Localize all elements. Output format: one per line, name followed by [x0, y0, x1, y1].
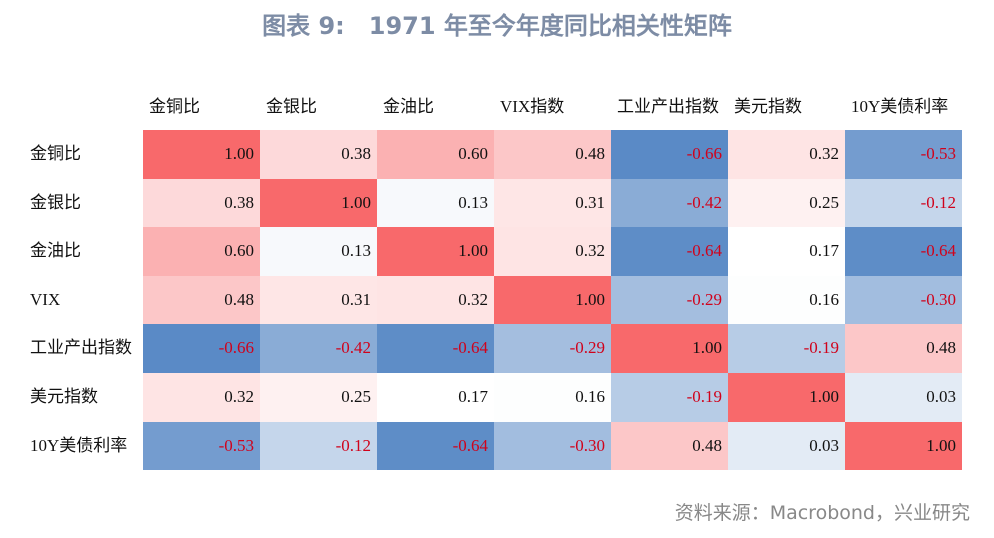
- row-label: 金银比: [30, 192, 81, 212]
- column-header: VIX指数: [500, 97, 565, 116]
- heatmap-cell: 0.38: [143, 178, 260, 228]
- heatmap-cell: 0.48: [845, 324, 962, 373]
- heatmap-cell: 0.32: [143, 373, 260, 422]
- chart-title: 图表 9: 1971 年至今年度同比相关性矩阵: [262, 12, 732, 40]
- row-label: 10Y美债利率: [30, 435, 128, 455]
- heatmap-cell: 0.60: [143, 227, 260, 276]
- heatmap-cell: 0.13: [260, 227, 377, 276]
- heatmap-cell: 1.00: [377, 227, 494, 276]
- row-label: 美元指数: [30, 387, 98, 406]
- heatmap-cell: 0.48: [611, 421, 728, 471]
- column-header: 10Y美债利率: [851, 97, 949, 116]
- column-header: 美元指数: [734, 97, 802, 116]
- heatmap-cell: 0.38: [260, 130, 377, 179]
- column-header: 金铜比: [149, 97, 200, 116]
- row-label: VIX: [30, 289, 61, 309]
- heatmap-cell: 0.17: [377, 373, 494, 422]
- heatmap-cell: -0.66: [611, 130, 728, 179]
- row-label: 工业产出指数: [30, 338, 132, 358]
- heatmap-cell: -0.30: [845, 275, 962, 325]
- heatmap-cell: 1.00: [143, 130, 260, 179]
- heatmap-cell: -0.19: [611, 373, 728, 422]
- row-label: 金铜比: [30, 144, 81, 163]
- heatmap-cell: 1.00: [494, 275, 611, 325]
- heatmap-cell: 1.00: [260, 178, 377, 228]
- heatmap-cell: 1.00: [845, 421, 962, 471]
- heatmap-cell: 0.17: [728, 227, 845, 276]
- heatmap-cell: -0.64: [845, 227, 962, 276]
- heatmap-cell: -0.19: [728, 324, 845, 373]
- heatmap-cell: -0.64: [377, 324, 494, 373]
- heatmap-cell: 0.32: [377, 275, 494, 325]
- heatmap-cell: 0.32: [728, 130, 845, 179]
- heatmap-cell: -0.42: [260, 324, 377, 373]
- heatmap-cell: -0.64: [611, 227, 728, 276]
- heatmap-cell: 0.31: [260, 275, 377, 325]
- heatmap-cell: 0.25: [260, 373, 377, 422]
- heatmap-cell: -0.29: [494, 324, 611, 373]
- heatmap-cell: -0.29: [611, 275, 728, 325]
- heatmap-cell: -0.64: [377, 421, 494, 471]
- heatmap-cell: -0.30: [494, 421, 611, 471]
- heatmap-cell: 0.31: [494, 178, 611, 228]
- row-label: 金油比: [30, 241, 81, 261]
- column-header: 工业产出指数: [617, 97, 719, 116]
- heatmap-cell: 1.00: [611, 324, 728, 373]
- source-note: 资料来源：Macrobond，兴业研究: [674, 502, 970, 524]
- heatmap-cell: 0.48: [494, 130, 611, 179]
- heatmap-cell: -0.66: [143, 324, 260, 373]
- heatmap-cell: -0.12: [845, 178, 962, 228]
- heatmap-cell: -0.42: [611, 178, 728, 228]
- heatmap-cell: 0.13: [377, 178, 494, 228]
- heatmap-cell: 0.60: [377, 130, 494, 179]
- heatmap-cell: 0.32: [494, 227, 611, 276]
- heatmap-cell: 0.16: [494, 373, 611, 422]
- column-header: 金油比: [383, 97, 434, 116]
- heatmap-cell: 0.25: [728, 178, 845, 228]
- heatmap-cell: 1.00: [728, 373, 845, 422]
- heatmap-cell: -0.12: [260, 421, 377, 471]
- heatmap-cell: -0.53: [143, 421, 260, 471]
- heatmap-cell: 0.48: [143, 275, 260, 325]
- heatmap-cell: 0.03: [728, 421, 845, 471]
- heatmap-cell: -0.53: [845, 130, 962, 179]
- column-header: 金银比: [266, 97, 317, 116]
- heatmap-cell: 0.03: [845, 373, 962, 422]
- heatmap-cell: 0.16: [728, 275, 845, 325]
